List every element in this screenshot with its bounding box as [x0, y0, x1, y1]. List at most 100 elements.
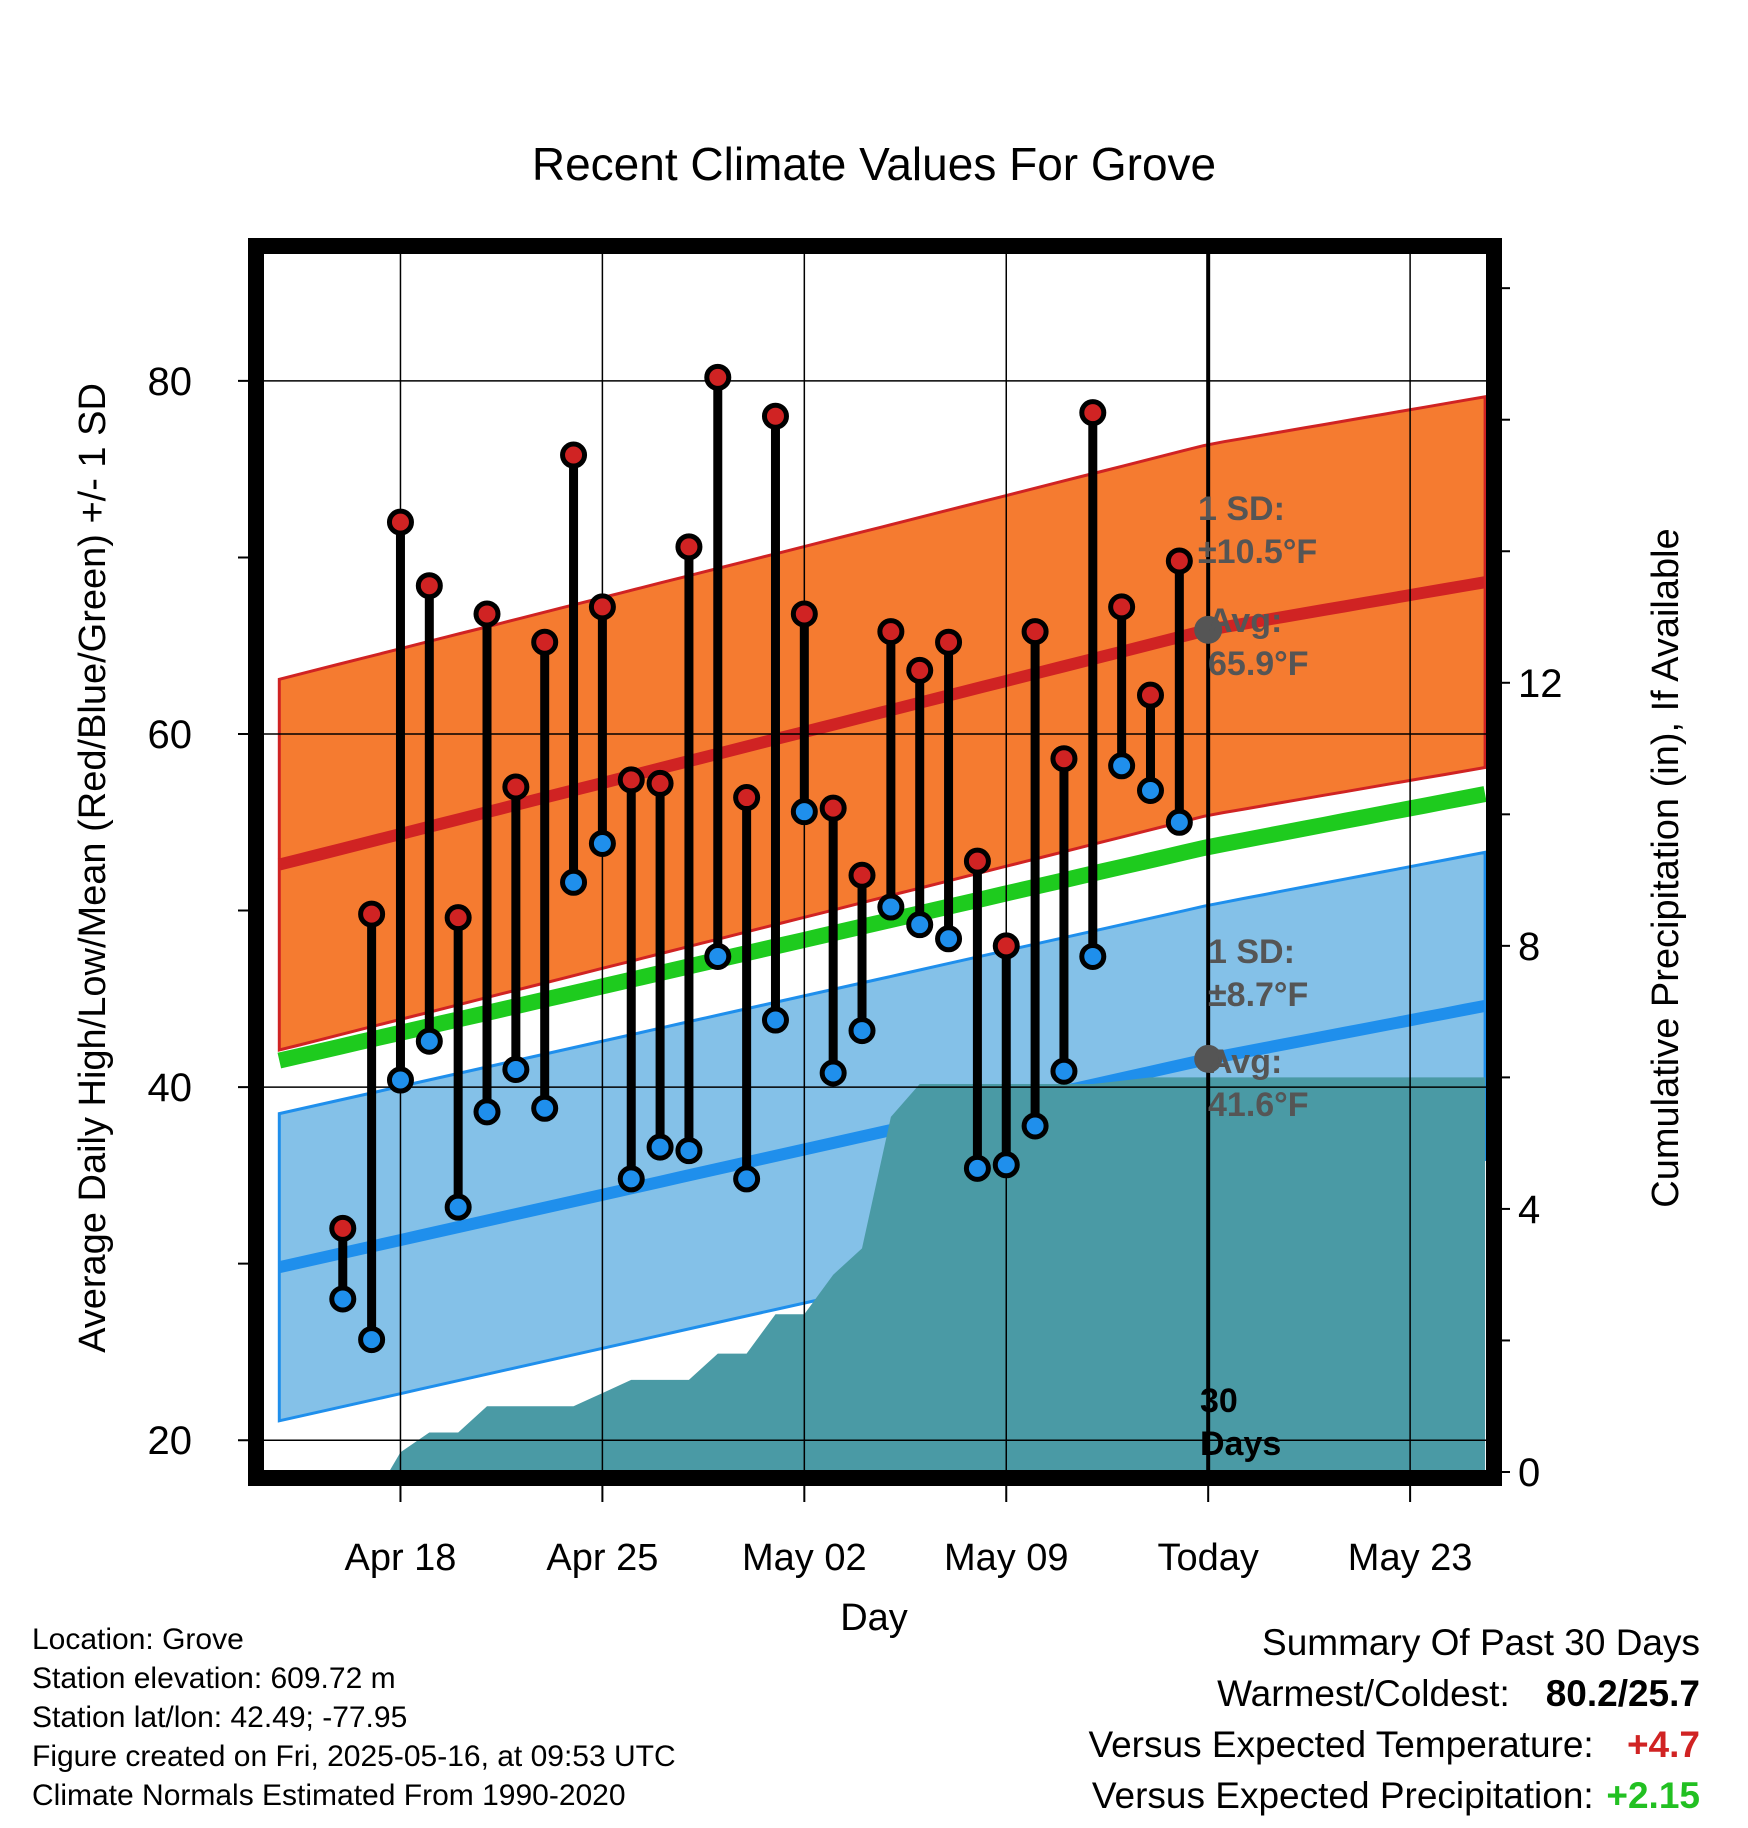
daily-high-point [935, 628, 963, 656]
temp-label: Versus Expected Temperature: [1088, 1724, 1594, 1765]
low-annotation: 1 SD: ±8.7°F Avg: 41.6°F [1208, 933, 1309, 1124]
daily-low-point [704, 942, 732, 970]
daily-low-point [617, 1165, 645, 1193]
daily-high-point [848, 861, 876, 889]
daily-low-point [1079, 942, 1107, 970]
daily-high-point [502, 773, 530, 801]
summary-precipitation: Versus Expected Precipitation: +2.15 [1088, 1770, 1700, 1821]
daily-high-point [790, 600, 818, 628]
x-tick-label: Today [1157, 1537, 1258, 1579]
x-tick-label: May 09 [944, 1537, 1069, 1579]
low-avg-value: 41.6°F [1208, 1086, 1309, 1124]
daily-low-point [733, 1165, 761, 1193]
daily-low-point [502, 1055, 530, 1083]
normal-high-line [277, 576, 1487, 871]
daily-low-point [1165, 808, 1193, 836]
x-tick-label: May 23 [1348, 1537, 1473, 1579]
low-sd-value: ±8.7°F [1208, 976, 1308, 1014]
daily-high-point [560, 441, 588, 469]
left-tick-label: 20 [148, 1419, 193, 1463]
cumulative-precipitation-area [388, 1077, 1486, 1472]
low-sd-label: 1 SD: [1208, 933, 1295, 971]
x-axis-label: Day [840, 1597, 908, 1639]
elevation-text: Station elevation: 609.72 m [32, 1662, 396, 1695]
daily-high-point [877, 618, 905, 646]
daily-high-point [675, 533, 703, 561]
daily-high-point [733, 784, 761, 812]
right-tick-label: 4 [1518, 1188, 1540, 1232]
daily-low-point [560, 868, 588, 896]
daily-high-point [531, 628, 559, 656]
high-annotation: 1 SD: ±10.5°F Avg: 65.9°F [1198, 490, 1317, 683]
temp-value: +4.7 [1626, 1724, 1700, 1765]
daily-high-point [386, 508, 414, 536]
daily-low-point [906, 911, 934, 939]
period-label-unit: Days [1200, 1425, 1281, 1463]
right-tick-label: 8 [1518, 925, 1540, 969]
daily-low-point [415, 1027, 443, 1055]
daily-high-point [329, 1214, 357, 1242]
daily-low-point [1108, 752, 1136, 780]
summary-heading: Summary Of Past 30 Days [1262, 1622, 1700, 1663]
daily-low-point [1050, 1057, 1078, 1085]
daily-high-point [1021, 618, 1049, 646]
daily-high-point [646, 769, 674, 797]
daily-low-point [358, 1326, 386, 1354]
daily-low-point [1021, 1112, 1049, 1140]
x-tick-label: Apr 18 [344, 1537, 456, 1579]
daily-high-point [963, 847, 991, 875]
low-avg-label: Avg: [1208, 1043, 1282, 1081]
left-axis-label: Average Daily High/Low/Mean (Red/Blue/Gr… [72, 383, 114, 1353]
period-label-number: 30 [1200, 1382, 1238, 1420]
daily-high-point [1050, 745, 1078, 773]
today-normal-low-marker [1194, 1044, 1223, 1073]
normal-low-line [277, 1000, 1487, 1274]
daily-low-point [848, 1017, 876, 1045]
daily-low-point [329, 1285, 357, 1313]
high-sd-value: ±10.5°F [1198, 533, 1317, 571]
x-axis-ticks: Apr 18 Apr 25 May 02 May 09 Today May 23 [344, 1486, 1472, 1579]
daily-low-point [531, 1094, 559, 1122]
high-avg-label: Avg: [1208, 602, 1282, 640]
right-axis-ticks: 0 4 8 12 [1494, 287, 1563, 1495]
daily-high-point [588, 593, 616, 621]
daily-high-point [1165, 547, 1193, 575]
location-text: Location: Grove [32, 1623, 244, 1656]
station-info: Location: Grove Station elevation: 609.7… [32, 1620, 676, 1815]
daily-high-point [906, 656, 934, 684]
daily-low-point [386, 1066, 414, 1094]
daily-low-point [588, 829, 616, 857]
daily-low-point [761, 1006, 789, 1034]
daily-high-point [358, 900, 386, 928]
right-axis-label: Cumulative Precipitation (in), If Availa… [1645, 528, 1687, 1207]
x-tick-label: Apr 25 [546, 1537, 658, 1579]
right-tick-label: 12 [1518, 662, 1563, 706]
daily-low-point [646, 1133, 674, 1161]
daily-low-point [675, 1137, 703, 1165]
precip-label: Versus Expected Precipitation: [1091, 1775, 1594, 1816]
high-avg-value: 65.9°F [1208, 645, 1309, 683]
daily-low-point [790, 798, 818, 826]
summary-panel: Summary Of Past 30 Days Warmest/Coldest:… [1088, 1617, 1700, 1821]
daily-high-point [1079, 399, 1107, 427]
daily-low-point [877, 893, 905, 921]
latlon-text: Station lat/lon: 42.49; -77.95 [32, 1701, 408, 1734]
daily-high-point [473, 600, 501, 628]
normals-text: Climate Normals Estimated From 1990-2020 [32, 1779, 626, 1812]
left-tick-label: 40 [148, 1066, 193, 1110]
x-tick-label: May 02 [742, 1537, 867, 1579]
daily-high-point [1108, 593, 1136, 621]
daily-high-point [1136, 681, 1164, 709]
left-tick-label: 80 [148, 360, 193, 404]
left-axis-ticks: 20 40 60 80 [148, 360, 256, 1463]
summary-warm-cold: Warmest/Coldest: 80.2/25.7 [1088, 1668, 1700, 1719]
summary-temperature: Versus Expected Temperature: +4.7 [1088, 1719, 1700, 1770]
right-tick-label: 0 [1518, 1451, 1540, 1495]
daily-high-point [415, 572, 443, 600]
daily-high-point [819, 794, 847, 822]
high-sd-label: 1 SD: [1198, 490, 1285, 528]
daily-low-point [819, 1059, 847, 1087]
normal-mean-line [277, 786, 1487, 1069]
daily-low-point [963, 1154, 991, 1182]
